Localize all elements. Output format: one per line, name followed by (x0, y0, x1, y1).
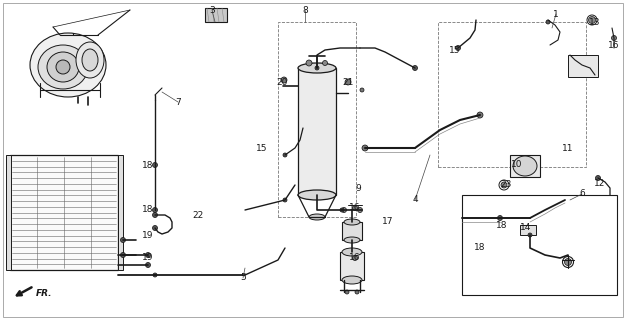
Bar (510, 155, 540, 177)
Text: 18: 18 (142, 161, 154, 170)
Ellipse shape (120, 252, 125, 258)
Ellipse shape (362, 145, 368, 151)
Text: 16: 16 (349, 204, 361, 212)
Text: 13: 13 (589, 18, 601, 27)
Text: 16: 16 (608, 41, 620, 50)
Bar (298, 68, 336, 195)
Bar (205, 8, 227, 22)
Ellipse shape (153, 273, 157, 277)
Ellipse shape (595, 175, 600, 180)
Ellipse shape (315, 66, 319, 70)
Ellipse shape (456, 45, 461, 51)
Text: 4: 4 (412, 196, 418, 204)
Ellipse shape (153, 212, 158, 218)
Text: 14: 14 (520, 223, 531, 233)
Ellipse shape (612, 36, 617, 41)
Ellipse shape (565, 259, 572, 266)
Ellipse shape (38, 45, 88, 89)
Text: 19: 19 (142, 230, 154, 239)
Text: 11: 11 (562, 143, 574, 153)
Bar (10, 155, 118, 270)
Ellipse shape (345, 79, 351, 85)
Ellipse shape (322, 60, 327, 66)
Text: 17: 17 (382, 218, 394, 227)
Ellipse shape (298, 63, 336, 73)
Ellipse shape (342, 248, 362, 256)
Ellipse shape (298, 190, 336, 200)
Ellipse shape (153, 207, 158, 212)
Text: 21: 21 (342, 77, 354, 86)
Ellipse shape (306, 60, 312, 66)
Bar (462, 195, 617, 295)
Text: 5: 5 (240, 274, 246, 283)
Ellipse shape (145, 252, 150, 258)
Text: 22: 22 (192, 211, 203, 220)
Text: 8: 8 (302, 5, 308, 14)
Ellipse shape (47, 52, 79, 82)
Ellipse shape (352, 205, 357, 211)
Text: 18: 18 (475, 244, 486, 252)
Ellipse shape (342, 276, 362, 284)
Text: 15: 15 (256, 143, 268, 153)
Bar (438, 22, 586, 167)
Text: 12: 12 (594, 179, 606, 188)
Ellipse shape (283, 153, 287, 157)
Ellipse shape (355, 290, 359, 294)
Text: 3: 3 (209, 5, 215, 14)
Ellipse shape (528, 233, 532, 237)
Bar (342, 222, 362, 240)
Bar (118, 155, 123, 270)
Text: 18: 18 (496, 221, 508, 230)
Text: 10: 10 (511, 159, 523, 169)
Ellipse shape (82, 49, 98, 71)
Bar (568, 55, 598, 77)
Ellipse shape (56, 60, 70, 74)
Ellipse shape (352, 255, 357, 260)
Text: 18: 18 (142, 205, 154, 214)
Ellipse shape (340, 208, 344, 212)
Text: 16: 16 (349, 253, 361, 262)
Text: 20: 20 (276, 77, 288, 86)
Ellipse shape (342, 207, 347, 212)
Ellipse shape (145, 262, 150, 268)
Bar (340, 252, 364, 280)
Ellipse shape (281, 77, 287, 83)
Ellipse shape (30, 33, 106, 97)
Ellipse shape (360, 88, 364, 92)
Text: 6: 6 (579, 189, 585, 198)
Ellipse shape (588, 17, 595, 23)
Ellipse shape (477, 112, 483, 118)
Ellipse shape (344, 219, 360, 225)
Text: 15: 15 (449, 45, 461, 54)
Bar (520, 225, 536, 235)
Ellipse shape (309, 214, 325, 220)
Ellipse shape (283, 198, 287, 202)
Text: FR.: FR. (36, 289, 53, 298)
Ellipse shape (153, 226, 158, 230)
Ellipse shape (513, 156, 537, 176)
Ellipse shape (76, 42, 104, 78)
Ellipse shape (357, 207, 362, 212)
Ellipse shape (345, 290, 349, 294)
Ellipse shape (153, 163, 158, 167)
Ellipse shape (344, 237, 360, 243)
Ellipse shape (413, 66, 418, 70)
Text: 9: 9 (355, 183, 361, 193)
Text: 19: 19 (142, 253, 154, 262)
Bar (6, 155, 11, 270)
Ellipse shape (546, 20, 550, 24)
Ellipse shape (120, 237, 125, 243)
Bar (278, 22, 356, 217)
Ellipse shape (498, 215, 503, 220)
Text: 23: 23 (500, 180, 511, 188)
Ellipse shape (501, 182, 507, 188)
Text: 7: 7 (175, 98, 181, 107)
Text: 1: 1 (553, 10, 559, 19)
